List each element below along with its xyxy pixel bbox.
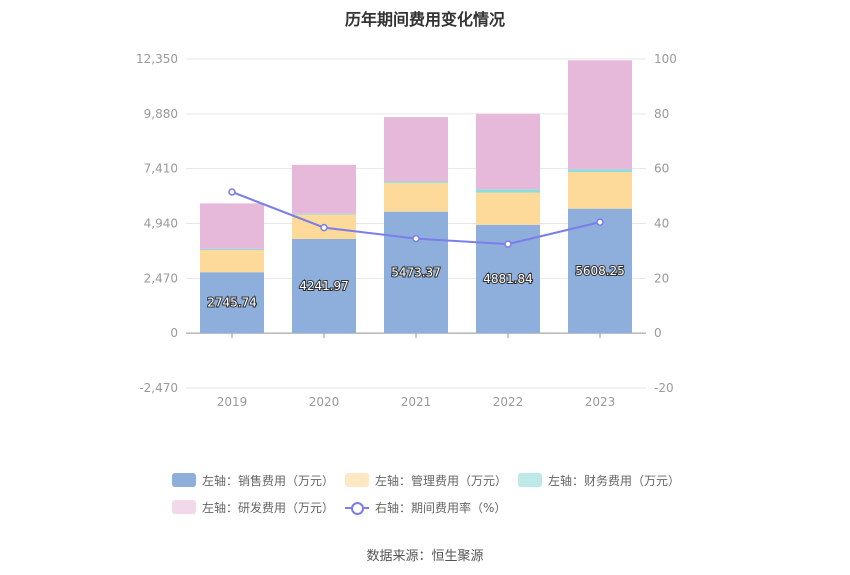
right-tick-label: 0 — [654, 326, 662, 340]
bar-rnd-2022[interactable] — [476, 113, 540, 190]
legend-label-rnd: 左轴：研发费用（万元） — [202, 500, 335, 515]
bar-sales-2020[interactable] — [292, 238, 356, 334]
bar-finance-2023[interactable] — [568, 169, 632, 173]
bar-label-sales-2023: 5608.25 — [575, 264, 625, 278]
left-tick-label: 0 — [170, 326, 178, 340]
bar-finance-2021[interactable] — [384, 181, 448, 183]
bar-sales-2019[interactable] — [200, 272, 264, 334]
legend-label-sales: 左轴：销售费用（万元） — [202, 473, 335, 488]
x-tick-label: 2019 — [217, 395, 248, 409]
x-axis: 2019 2020 2021 2022 2023 — [186, 332, 646, 409]
legend-label-rate: 右轴：期间费用率（%） — [375, 500, 507, 515]
left-tick-label: 7,410 — [144, 162, 178, 176]
chart-title: 历年期间费用变化情况 — [344, 10, 505, 29]
bar-label-sales-2020: 4241.97 — [299, 279, 349, 293]
legend-item-sales[interactable]: 左轴：销售费用（万元） — [172, 472, 345, 488]
legend-swatch-sales — [172, 473, 196, 487]
right-tick-label: 20 — [654, 271, 669, 285]
legend-item-admin[interactable]: 左轴：管理费用（万元） — [345, 472, 518, 488]
legend: 左轴：销售费用（万元） 左轴：管理费用（万元） 左轴：财务费用（万元） 左轴：研… — [172, 472, 692, 526]
left-tick-label: -2,470 — [139, 381, 178, 395]
legend-label-finance: 左轴：财务费用（万元） — [548, 473, 681, 488]
data-source: 数据来源：恒生聚源 — [366, 549, 484, 564]
chart-plot: 12,350 9,880 7,410 4,940 2,470 0 -2,470 100 80 6… — [136, 52, 677, 409]
bar-admin-2022[interactable] — [476, 192, 540, 225]
bars[interactable] — [200, 60, 632, 334]
bar-rnd-2023[interactable] — [568, 60, 632, 170]
x-tick-label: 2021 — [401, 395, 432, 409]
x-tick-label: 2023 — [585, 395, 616, 409]
bar-admin-2021[interactable] — [384, 182, 448, 212]
legend-item-finance[interactable]: 左轴：财务费用（万元） — [518, 472, 691, 488]
bar-finance-2022[interactable] — [476, 189, 540, 193]
bar-sales-2021[interactable] — [384, 211, 448, 334]
right-tick-label: 40 — [654, 217, 669, 231]
bar-finance-2020[interactable] — [292, 213, 356, 215]
legend-item-rate[interactable]: 右轴：期间费用率（%） — [345, 499, 518, 515]
right-tick-label: 60 — [654, 162, 669, 176]
bar-rnd-2020[interactable] — [292, 164, 356, 214]
rate-point-2020[interactable] — [320, 223, 328, 232]
left-tick-label: 12,350 — [136, 52, 178, 66]
right-tick-label: -20 — [654, 381, 674, 395]
bar-label-sales-2019: 2745.74 — [207, 296, 257, 310]
right-tick-label: 100 — [654, 52, 677, 66]
bar-admin-2023[interactable] — [568, 172, 632, 209]
bar-finance-2019[interactable] — [200, 248, 264, 251]
right-axis-ticks: 100 80 60 40 20 0 -20 — [654, 52, 677, 395]
bar-labels: 2745.74 4241.97 5473.37 4881.84 5608.25 — [206, 263, 626, 311]
bar-rnd-2019[interactable] — [200, 203, 264, 249]
legend-label-admin: 左轴：管理费用（万元） — [375, 473, 508, 488]
bar-sales-2023[interactable] — [568, 208, 632, 334]
legend-swatch-admin — [345, 473, 369, 487]
rate-point-2023[interactable] — [596, 218, 604, 226]
legend-swatch-rnd — [172, 500, 196, 514]
left-tick-label: 4,940 — [144, 217, 178, 231]
bar-label-sales-2022: 4881.84 — [483, 272, 533, 286]
left-tick-label: 9,880 — [144, 107, 178, 121]
left-axis-ticks: 12,350 9,880 7,410 4,940 2,470 0 -2,470 — [136, 52, 178, 395]
bar-rnd-2021[interactable] — [384, 117, 448, 182]
expense-rate-line[interactable] — [228, 188, 604, 248]
rate-point-2021[interactable] — [412, 234, 420, 243]
rate-point-2022[interactable] — [504, 240, 512, 248]
legend-line-marker-icon — [345, 500, 369, 515]
bar-label-sales-2021: 5473.37 — [391, 265, 441, 279]
bar-admin-2019[interactable] — [200, 250, 264, 273]
legend-item-rnd[interactable]: 左轴：研发费用（万元） — [172, 499, 345, 515]
right-tick-label: 80 — [654, 107, 669, 121]
rate-point-2019[interactable] — [228, 188, 236, 196]
x-tick-label: 2022 — [493, 395, 524, 409]
left-tick-label: 2,470 — [144, 271, 178, 285]
x-tick-label: 2020 — [309, 395, 340, 409]
legend-swatch-finance — [518, 473, 542, 487]
